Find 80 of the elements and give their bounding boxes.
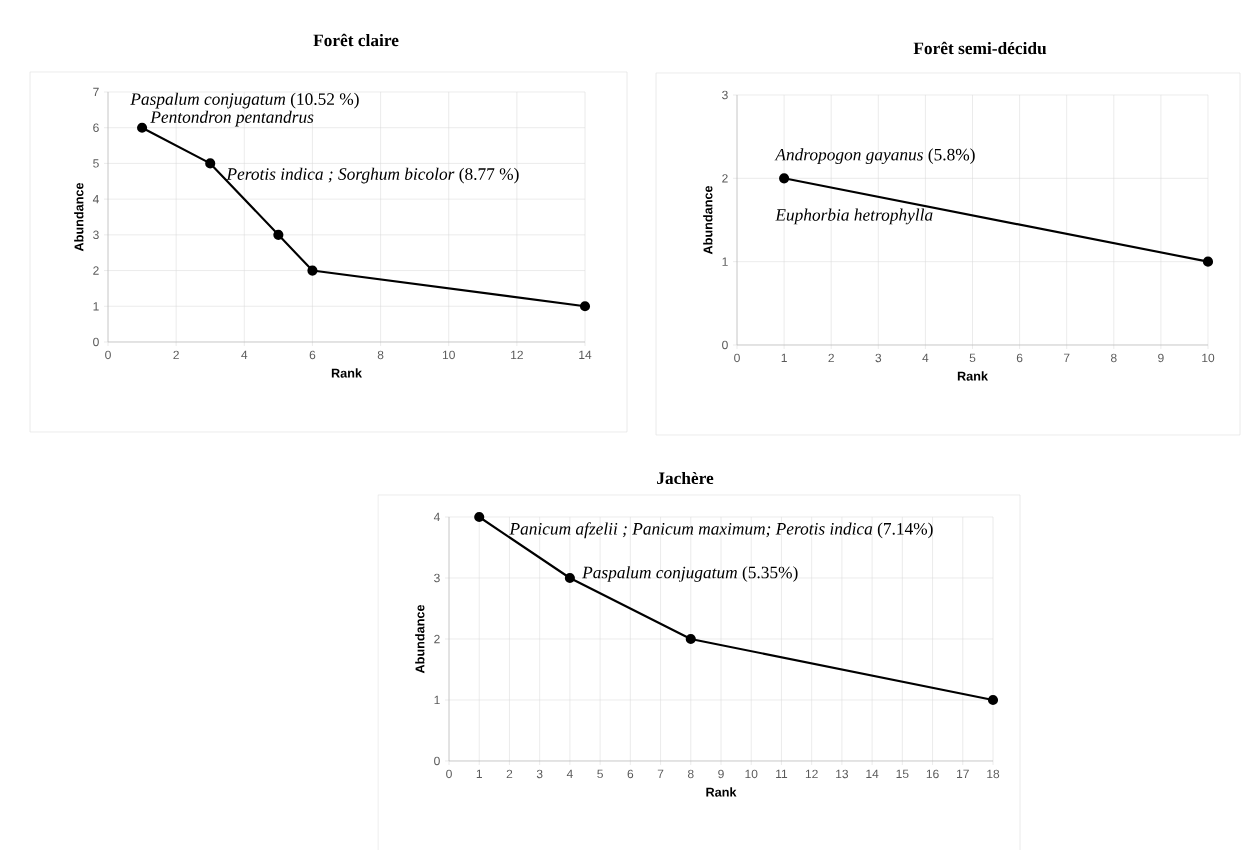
x-tick-label: 0 (446, 769, 452, 779)
x-tick-label: 10 (745, 769, 758, 779)
point (564, 572, 575, 584)
point (273, 229, 284, 240)
x-tick-label: 6 (627, 769, 634, 779)
y-axis-title: Abundance (74, 182, 84, 252)
x-tick-label: 2 (828, 353, 834, 363)
x-tick-label: 14 (866, 769, 879, 778)
x-tick-label: 5 (597, 769, 603, 779)
y-tick-label: 2 (93, 266, 99, 275)
x-tick-label: 5 (969, 353, 976, 363)
annotation: Andropogon gayanus (5.8%) (774, 148, 975, 165)
x-tick-label: 0 (105, 350, 111, 360)
x-axis-title: Rank (706, 787, 737, 797)
chart-title: Forêt semi-décidu (913, 41, 1047, 55)
x-tick-label: 17 (957, 769, 969, 778)
y-axis-title: Abundance (415, 604, 425, 674)
x-tick-label: 4 (922, 353, 929, 362)
point (307, 265, 318, 276)
point (579, 301, 591, 312)
x-tick-label: 3 (875, 353, 882, 363)
y-tick-label: 3 (434, 573, 440, 583)
x-tick-label: 0 (734, 353, 740, 363)
y-tick-label: 3 (93, 230, 99, 240)
point (987, 694, 999, 706)
x-axis-title: Rank (331, 368, 363, 378)
chart-title: Forêt claire (313, 33, 399, 47)
x-tick-label: 14 (579, 350, 592, 359)
y-tick-label: 1 (434, 695, 440, 705)
x-tick-label: 8 (687, 769, 694, 779)
x-tick-label: 15 (896, 769, 909, 779)
x-axis-title: Rank (957, 371, 989, 381)
y-tick-label: 4 (433, 512, 440, 522)
x-tick-label: 6 (309, 350, 316, 360)
annotation: Panicum afzelii ; Panicum maximum; Perotis indica (7.14%) (509, 522, 933, 539)
annotation: Paspalum conjugatum (5.35%) (582, 566, 798, 582)
x-tick-label: 12 (511, 350, 523, 360)
x-tick-label: 12 (805, 769, 818, 779)
x-tick-label: 10 (1202, 353, 1215, 363)
y-tick-label: 6 (93, 123, 99, 132)
y-tick-label: 5 (93, 159, 99, 168)
x-tick-label: 3 (536, 769, 543, 779)
x-tick-label: 4 (241, 350, 248, 359)
x-tick-label: 16 (926, 769, 939, 779)
y-tick-label: 0 (722, 340, 728, 350)
y-tick-label: 4 (92, 195, 99, 204)
x-tick-label: 2 (506, 769, 513, 779)
point (474, 511, 485, 523)
x-tick-label: 18 (987, 769, 1000, 779)
annotation: Euphorbia hetrophylla (775, 208, 933, 225)
x-tick-label: 7 (1063, 353, 1070, 362)
x-tick-label: 1 (476, 769, 482, 778)
y-axis-title: Abundance (703, 185, 713, 255)
point (137, 122, 148, 133)
y-tick-label: 2 (434, 634, 440, 644)
annotation: Paspalum conjugatum (10.52 %) (130, 92, 359, 109)
x-tick-label: 8 (1110, 353, 1117, 363)
x-tick-label: 4 (566, 769, 573, 778)
x-tick-label: 9 (1158, 353, 1164, 363)
y-tick-label: 2 (722, 174, 728, 183)
x-tick-label: 13 (836, 769, 849, 779)
x-tick-label: 1 (781, 353, 787, 362)
x-tick-label: 6 (1016, 353, 1023, 363)
x-tick-label: 9 (718, 769, 724, 779)
chart-title: Jachère (657, 471, 714, 485)
point (685, 633, 696, 645)
y-tick-label: 1 (93, 302, 99, 311)
point (205, 158, 216, 169)
annotation: Perotis indica ; Sorghum bicolor (8.77 %) (226, 167, 519, 184)
x-tick-label: 7 (657, 769, 664, 778)
y-tick-label: 0 (93, 337, 99, 347)
x-tick-label: 10 (442, 350, 455, 360)
y-tick-label: 7 (93, 87, 99, 97)
x-tick-label: 11 (776, 769, 788, 778)
y-tick-label: 1 (722, 257, 728, 266)
y-tick-label: 3 (722, 90, 728, 100)
x-tick-label: 2 (173, 350, 179, 360)
annotation: Pentondron pentandrus (150, 110, 314, 127)
x-tick-label: 8 (377, 350, 384, 360)
y-tick-label: 0 (434, 756, 440, 766)
